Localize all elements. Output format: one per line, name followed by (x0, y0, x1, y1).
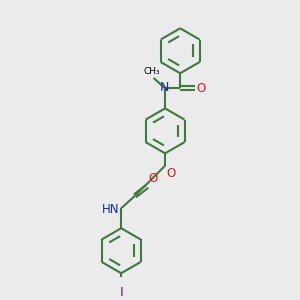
Text: O: O (167, 167, 176, 180)
Text: O: O (196, 82, 206, 95)
Text: CH₃: CH₃ (144, 67, 160, 76)
Text: O: O (148, 172, 158, 185)
Text: N: N (159, 81, 169, 94)
Text: HN: HN (102, 203, 120, 216)
Text: I: I (119, 286, 123, 298)
